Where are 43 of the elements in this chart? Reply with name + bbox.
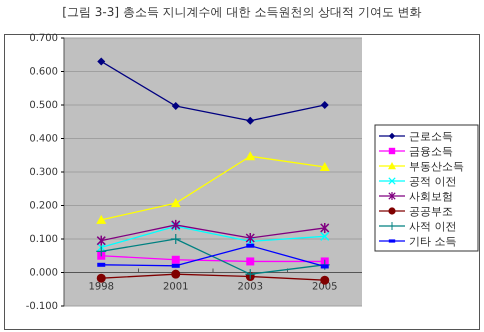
x-tick-label: 2001 bbox=[163, 282, 188, 293]
y-tick-label: 0.700 bbox=[29, 33, 58, 44]
x-tick-label: 2003 bbox=[238, 282, 263, 293]
y-tick-label: 0.500 bbox=[29, 100, 58, 112]
point bbox=[246, 236, 255, 246]
point bbox=[96, 246, 107, 257]
point bbox=[172, 102, 180, 110]
point bbox=[96, 214, 106, 224]
legend-label: 사적 이전 bbox=[409, 220, 456, 233]
y-tick-label: -0.100 bbox=[26, 301, 58, 312]
legend-label: 공적 이전 bbox=[409, 175, 456, 188]
legend-label: 기타 소득 bbox=[409, 235, 456, 248]
chart-title: [그림 3-3] 총소득 지니계수에 대한 소득원천의 상대적 기여도 변화 bbox=[62, 5, 422, 19]
point bbox=[97, 57, 106, 66]
y-tick-label: 0.200 bbox=[29, 200, 58, 212]
y-tick-label: 0.100 bbox=[29, 234, 58, 246]
legend-label: 사회보험 bbox=[409, 190, 453, 203]
y-tick-label: 0.000 bbox=[29, 268, 58, 279]
point bbox=[245, 151, 256, 160]
point bbox=[320, 232, 330, 242]
y-tick-label: 0.400 bbox=[29, 134, 58, 145]
point bbox=[96, 234, 106, 246]
legend-label: 공공부조 bbox=[409, 205, 453, 218]
point bbox=[319, 259, 330, 270]
point bbox=[320, 101, 329, 109]
legend-label: 근로소득 bbox=[409, 130, 453, 143]
y-tick-label: 0.300 bbox=[29, 167, 58, 178]
point bbox=[171, 270, 180, 279]
y-tick-label: 0.600 bbox=[29, 66, 58, 78]
point bbox=[244, 268, 256, 280]
point bbox=[170, 233, 182, 245]
point bbox=[320, 222, 330, 234]
point bbox=[246, 257, 254, 266]
legend-label: 부동산소득 bbox=[409, 160, 464, 173]
legend-label: 금융소득 bbox=[409, 145, 453, 158]
point bbox=[171, 219, 180, 231]
point bbox=[320, 162, 330, 171]
x-tick-label: 1998 bbox=[88, 282, 114, 293]
point bbox=[170, 198, 181, 208]
point bbox=[96, 242, 106, 252]
point bbox=[172, 256, 180, 264]
point bbox=[246, 232, 255, 244]
point bbox=[246, 116, 254, 125]
